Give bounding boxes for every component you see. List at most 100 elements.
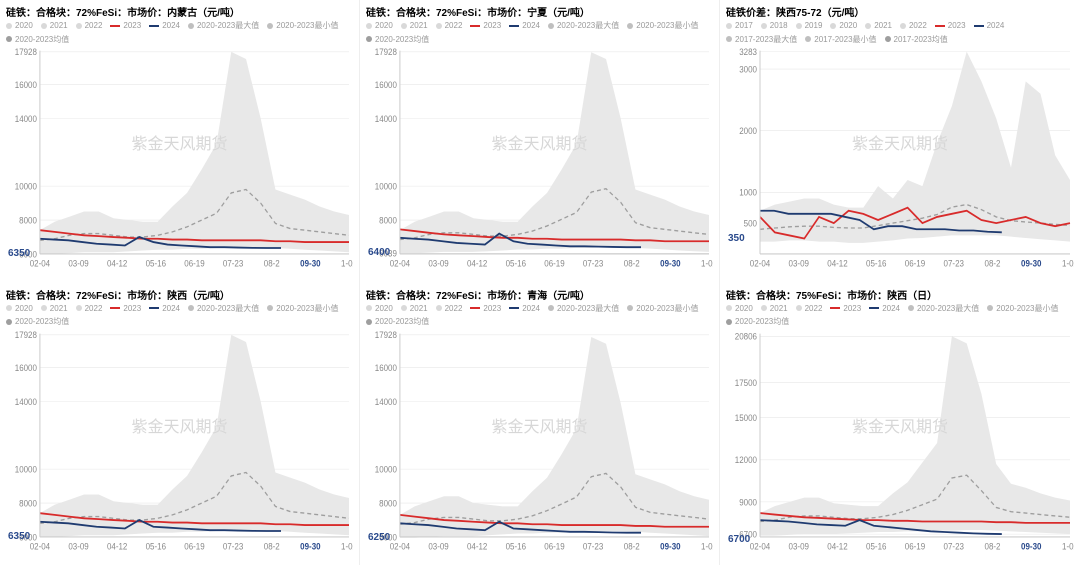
legend-item: 2020-2023最小值 [627, 21, 698, 31]
legend-item: 2020-2023最小值 [627, 304, 698, 314]
svg-text:08-2: 08-2 [264, 541, 280, 552]
legend-swatch [830, 23, 836, 29]
legend-label: 2020 [15, 304, 33, 314]
legend-swatch [509, 307, 519, 309]
legend-label: 2020 [839, 21, 857, 31]
legend-swatch [41, 23, 47, 29]
legend-swatch [436, 23, 442, 29]
svg-text:09-30: 09-30 [660, 541, 681, 552]
chart-area: 紫金天风期货600080001000014000160001792802-040… [6, 329, 353, 558]
svg-text:500: 500 [744, 218, 758, 229]
legend-label: 2020-2023均值 [735, 317, 789, 327]
legend-item: 2023 [110, 21, 141, 31]
legend-swatch [900, 23, 906, 29]
legend-item: 2020 [366, 21, 393, 31]
legend-label: 2019 [805, 21, 823, 31]
svg-text:08-2: 08-2 [985, 258, 1001, 269]
svg-text:07-23: 07-23 [223, 258, 244, 269]
svg-text:08-2: 08-2 [985, 541, 1001, 552]
legend-item: 2022 [796, 304, 823, 314]
legend-item: 2021 [401, 21, 428, 31]
svg-text:07-23: 07-23 [583, 541, 604, 552]
legend-swatch [436, 305, 442, 311]
svg-text:14000: 14000 [15, 113, 37, 124]
legend-item: 2021 [401, 304, 428, 314]
svg-text:02-04: 02-04 [750, 258, 771, 269]
legend-label: 2022 [85, 21, 103, 31]
svg-text:07-23: 07-23 [944, 258, 965, 269]
svg-text:06-19: 06-19 [544, 258, 565, 269]
svg-text:02-04: 02-04 [390, 258, 411, 269]
chart-svg: 603980001000014000160001792802-0403-0904… [366, 46, 713, 275]
legend-label: 2023 [948, 21, 966, 31]
chart-area: 紫金天风期货600080001000014000160001792802-040… [366, 329, 713, 558]
svg-text:17928: 17928 [375, 329, 397, 340]
svg-text:02-04: 02-04 [30, 541, 51, 552]
legend-swatch [110, 25, 120, 27]
latest-value-label: 350 [728, 233, 745, 244]
svg-text:10000: 10000 [15, 464, 37, 475]
svg-text:03-09: 03-09 [68, 541, 89, 552]
legend-swatch [830, 307, 840, 309]
legend-label: 2023 [123, 304, 141, 314]
legend-item: 2020-2023均值 [366, 35, 429, 45]
svg-text:3000: 3000 [739, 64, 757, 75]
svg-text:02-04: 02-04 [390, 541, 411, 552]
chart-legend: 202020212022202320242020-2023最大值2020-202… [6, 304, 353, 327]
legend-swatch [366, 319, 372, 325]
legend-swatch [267, 305, 273, 311]
legend-swatch [149, 25, 159, 27]
svg-text:14000: 14000 [375, 113, 397, 124]
svg-text:05-16: 05-16 [146, 541, 167, 552]
legend-label: 2024 [162, 21, 180, 31]
svg-text:1-02: 1-02 [341, 541, 353, 552]
svg-text:9000: 9000 [739, 496, 757, 507]
legend-swatch [401, 23, 407, 29]
legend-item: 2020-2023均值 [6, 317, 69, 327]
legend-label: 2024 [522, 304, 540, 314]
legend-swatch [470, 307, 480, 309]
legend-item: 2017-2023均值 [885, 35, 948, 45]
legend-item: 2017 [726, 21, 753, 31]
legend-label: 2021 [50, 304, 68, 314]
svg-text:05-16: 05-16 [146, 258, 167, 269]
legend-swatch [548, 23, 554, 29]
svg-text:1000: 1000 [739, 187, 757, 198]
legend-label: 2020-2023最小值 [636, 21, 698, 31]
legend-item: 2020-2023均值 [6, 35, 69, 45]
chart-title: 硅铁：合格块：72%FeSi：市场价：陕西（元/吨） [6, 287, 353, 302]
legend-item: 2021 [41, 304, 68, 314]
legend-swatch [509, 25, 519, 27]
latest-value-label: 6350 [8, 531, 30, 542]
legend-swatch [548, 305, 554, 311]
chart-legend: 202020212022202320242020-2023最大值2020-202… [366, 304, 713, 327]
legend-swatch [76, 23, 82, 29]
svg-text:07-23: 07-23 [583, 258, 604, 269]
legend-item: 2020-2023最小值 [267, 304, 338, 314]
legend-label: 2020-2023最大值 [197, 21, 259, 31]
svg-text:10000: 10000 [375, 181, 397, 192]
svg-text:07-23: 07-23 [944, 541, 965, 552]
legend-label: 2021 [874, 21, 892, 31]
legend-label: 2018 [770, 21, 788, 31]
latest-value-label: 6400 [368, 247, 390, 258]
svg-text:17928: 17928 [375, 47, 397, 58]
legend-label: 2022 [445, 21, 463, 31]
legend-label: 2020-2023均值 [375, 317, 429, 327]
svg-text:09-30: 09-30 [1021, 541, 1042, 552]
svg-text:09-30: 09-30 [1021, 258, 1042, 269]
legend-swatch [805, 36, 811, 42]
svg-text:3283: 3283 [739, 47, 757, 58]
legend-item: 2020-2023最大值 [188, 304, 259, 314]
legend-item: 2020-2023最大值 [548, 21, 619, 31]
legend-swatch [796, 23, 802, 29]
svg-text:03-09: 03-09 [789, 541, 810, 552]
legend-swatch [6, 305, 12, 311]
legend-label: 2024 [882, 304, 900, 314]
svg-text:16000: 16000 [15, 362, 37, 373]
svg-text:05-16: 05-16 [866, 258, 887, 269]
legend-label: 2020-2023最大值 [917, 304, 979, 314]
legend-item: 2023 [470, 304, 501, 314]
svg-text:05-16: 05-16 [506, 541, 527, 552]
legend-label: 2023 [123, 21, 141, 31]
